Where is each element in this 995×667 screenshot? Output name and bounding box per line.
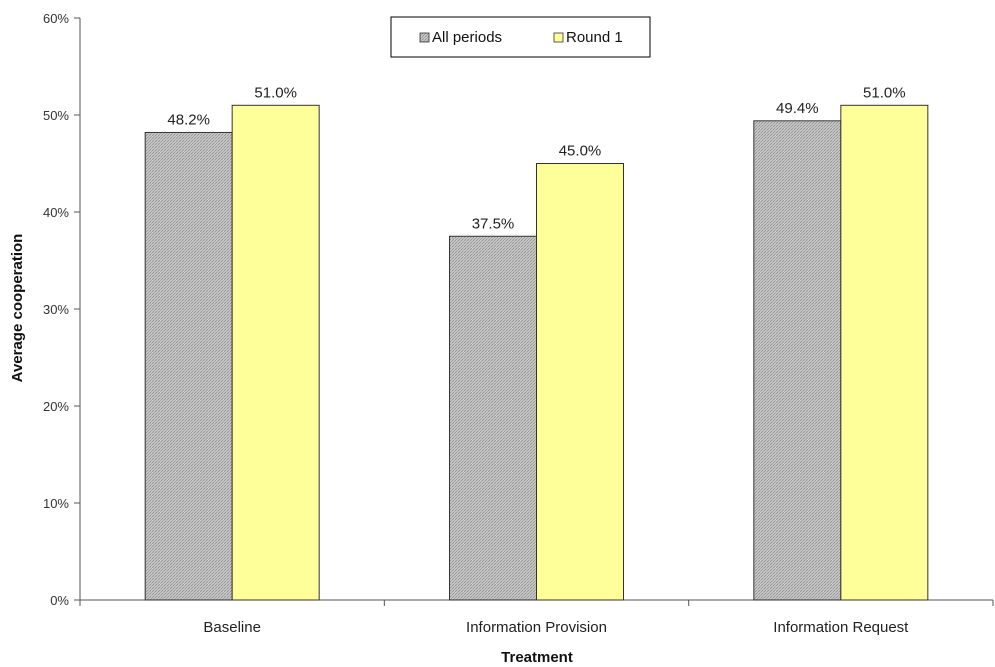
- y-axis-title: Average cooperation: [9, 234, 26, 383]
- data-label: 45.0%: [559, 143, 602, 160]
- bar: [144, 131, 233, 601]
- bar: [536, 163, 624, 601]
- data-label: 37.5%: [472, 215, 515, 232]
- legend-box: [390, 16, 651, 58]
- y-tick-label: 50%: [43, 108, 69, 123]
- category-label: Information Provision: [466, 619, 607, 636]
- y-tick-label: 30%: [43, 302, 69, 317]
- y-tick-label: 40%: [43, 205, 69, 220]
- data-label: 49.4%: [776, 100, 819, 117]
- y-tick-label: 60%: [43, 11, 69, 26]
- legend: All periods Round 1: [390, 16, 651, 58]
- category-label: Baseline: [203, 619, 261, 636]
- data-label: 48.2%: [167, 111, 210, 128]
- x-axis: Baseline Information Provision Information…: [79, 599, 994, 636]
- y-tick-label: 20%: [43, 399, 69, 414]
- y-tick-label: 10%: [43, 496, 69, 511]
- bar: [449, 235, 537, 601]
- bar: [753, 120, 842, 601]
- legend-swatch-round-1: [553, 32, 564, 43]
- bars: [144, 104, 929, 601]
- data-labels: 48.2% 51.0% 37.5% 45.0% 49.4% 51.0%: [167, 84, 905, 232]
- y-tick-label: 0%: [50, 593, 69, 608]
- x-axis-title: Treatment: [501, 649, 573, 666]
- legend-swatch-all-periods: [419, 32, 430, 43]
- legend-label-round-1: Round 1: [566, 29, 623, 46]
- category-label: Information Request: [773, 619, 909, 636]
- data-label: 51.0%: [863, 84, 906, 101]
- legend-label-all-periods: All periods: [432, 29, 502, 46]
- data-label: 51.0%: [254, 84, 297, 101]
- bar: [840, 104, 929, 601]
- bar: [231, 104, 320, 601]
- y-axis: 0% 10% 20% 30% 40% 50% 60%: [43, 11, 81, 608]
